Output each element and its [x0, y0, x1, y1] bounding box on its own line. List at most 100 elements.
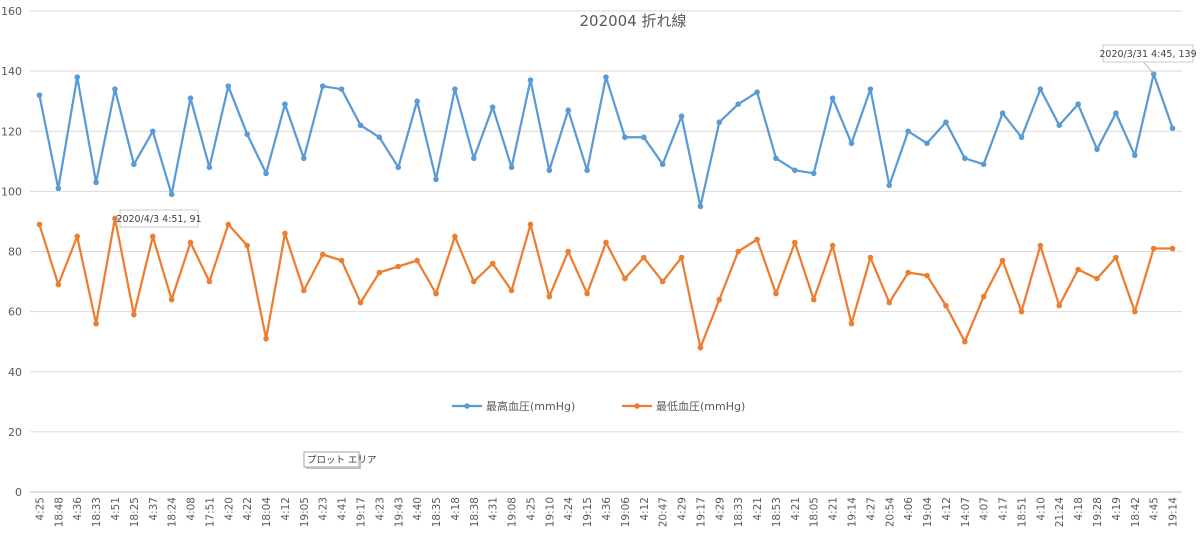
- data-point[interactable]: [999, 257, 1006, 264]
- data-point[interactable]: [905, 269, 911, 276]
- data-point[interactable]: [112, 215, 118, 222]
- data-point[interactable]: [792, 239, 798, 246]
- data-point[interactable]: [112, 86, 118, 92]
- data-point[interactable]: [584, 167, 590, 174]
- data-point[interactable]: [244, 242, 250, 249]
- data-point[interactable]: [263, 170, 269, 177]
- data-point[interactable]: [225, 83, 232, 89]
- data-point[interactable]: [678, 254, 685, 261]
- data-point[interactable]: [735, 101, 741, 107]
- data-point[interactable]: [716, 119, 723, 126]
- data-point[interactable]: [659, 161, 666, 168]
- data-point[interactable]: [773, 290, 779, 297]
- data-point[interactable]: [943, 119, 949, 126]
- data-point[interactable]: [1113, 110, 1119, 117]
- data-point[interactable]: [640, 134, 647, 141]
- data-point[interactable]: [36, 92, 43, 98]
- data-point[interactable]: [565, 107, 572, 114]
- data-point[interactable]: [546, 167, 553, 174]
- data-point[interactable]: [93, 179, 99, 186]
- data-point[interactable]: [187, 95, 194, 101]
- data-point[interactable]: [527, 221, 534, 228]
- data-point[interactable]: [962, 338, 968, 345]
- data-point[interactable]: [131, 311, 137, 318]
- data-point[interactable]: [36, 221, 43, 228]
- data-point[interactable]: [603, 239, 609, 246]
- data-point[interactable]: [1150, 245, 1157, 252]
- data-point[interactable]: [999, 110, 1006, 117]
- data-point[interactable]: [640, 254, 647, 261]
- data-point[interactable]: [924, 272, 930, 279]
- data-point[interactable]: [376, 134, 383, 141]
- legend[interactable]: 最高血圧(mmHg) 最低血圧(mmHg): [452, 399, 745, 413]
- data-point[interactable]: [980, 161, 987, 168]
- data-point[interactable]: [414, 257, 420, 264]
- data-point[interactable]: [924, 140, 930, 147]
- data-point[interactable]: [55, 185, 62, 192]
- data-point[interactable]: [433, 290, 439, 297]
- data-point[interactable]: [1037, 242, 1044, 249]
- data-point[interactable]: [489, 260, 496, 267]
- data-point[interactable]: [376, 269, 383, 276]
- data-point[interactable]: [584, 290, 590, 297]
- data-point[interactable]: [1169, 245, 1176, 252]
- data-point[interactable]: [603, 74, 609, 80]
- data-point[interactable]: [319, 251, 326, 258]
- data-point[interactable]: [659, 278, 666, 285]
- data-point[interactable]: [489, 104, 496, 110]
- data-point[interactable]: [508, 287, 515, 294]
- data-point[interactable]: [1094, 275, 1100, 282]
- data-point[interactable]: [168, 191, 175, 198]
- data-point[interactable]: [263, 335, 269, 342]
- data-point[interactable]: [357, 299, 364, 306]
- data-point[interactable]: [943, 302, 949, 309]
- data-point[interactable]: [622, 275, 628, 282]
- legend-item-1[interactable]: 最高血圧(mmHg): [452, 399, 575, 413]
- data-point[interactable]: [810, 170, 817, 177]
- data-point[interactable]: [962, 155, 968, 162]
- data-point[interactable]: [1113, 254, 1119, 261]
- data-point[interactable]: [848, 320, 855, 327]
- data-point[interactable]: [414, 98, 420, 104]
- data-point[interactable]: [282, 101, 288, 107]
- data-point[interactable]: [1075, 101, 1081, 107]
- data-point[interactable]: [471, 278, 477, 285]
- data-point[interactable]: [301, 287, 307, 294]
- data-point[interactable]: [55, 281, 62, 288]
- data-point[interactable]: [1056, 122, 1063, 129]
- data-point[interactable]: [452, 233, 458, 240]
- data-point[interactable]: [338, 257, 345, 264]
- data-point[interactable]: [93, 320, 99, 327]
- data-point[interactable]: [829, 95, 836, 101]
- data-point[interactable]: [357, 122, 364, 129]
- data-point[interactable]: [697, 203, 704, 210]
- data-point[interactable]: [735, 248, 741, 255]
- data-point[interactable]: [471, 155, 477, 162]
- data-point[interactable]: [773, 155, 779, 162]
- data-point[interactable]: [319, 83, 326, 89]
- data-point[interactable]: [149, 128, 156, 135]
- data-point[interactable]: [754, 236, 760, 243]
- data-point[interactable]: [395, 164, 402, 171]
- data-point[interactable]: [1056, 302, 1063, 309]
- data-point[interactable]: [149, 233, 156, 240]
- data-point[interactable]: [1037, 86, 1044, 92]
- data-point[interactable]: [829, 242, 836, 249]
- data-point[interactable]: [74, 233, 81, 240]
- data-point[interactable]: [622, 134, 628, 141]
- data-point[interactable]: [187, 239, 194, 246]
- data-point[interactable]: [452, 86, 458, 92]
- data-point[interactable]: [792, 167, 798, 174]
- data-point[interactable]: [886, 299, 893, 306]
- data-point[interactable]: [206, 164, 213, 171]
- data-point[interactable]: [301, 155, 307, 162]
- data-point[interactable]: [168, 296, 175, 303]
- data-point[interactable]: [886, 182, 893, 189]
- data-point[interactable]: [244, 131, 250, 138]
- data-point[interactable]: [754, 89, 760, 95]
- data-point[interactable]: [867, 254, 874, 261]
- data-point[interactable]: [565, 248, 572, 255]
- data-point[interactable]: [433, 176, 439, 183]
- data-point[interactable]: [1169, 125, 1176, 132]
- data-point[interactable]: [980, 293, 987, 300]
